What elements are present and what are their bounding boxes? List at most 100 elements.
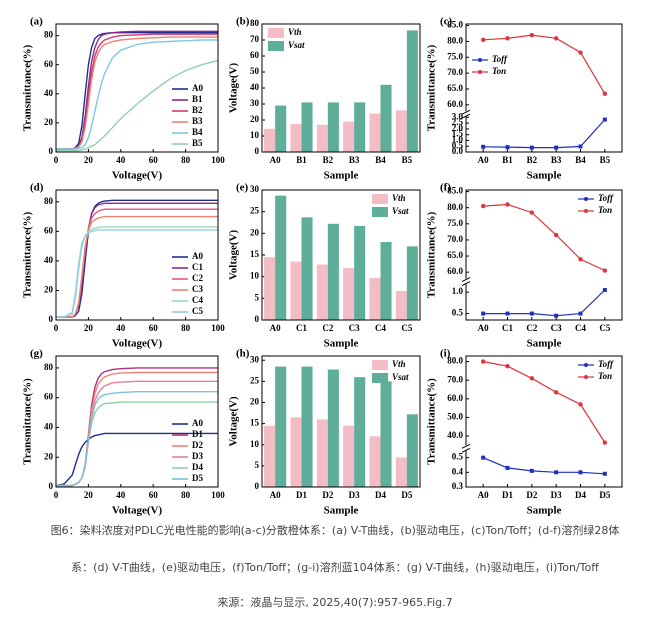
x-tick-label: A0 (270, 323, 281, 333)
y-tick-label: 15 (250, 249, 260, 259)
bar (354, 102, 366, 152)
series-line (483, 203, 606, 272)
caption-line: 来源：液晶与显示, 2025,40(7):957-965.Fig.7 (217, 595, 452, 609)
x-tick-label: D2 (526, 490, 537, 500)
x-tick-label: C3 (349, 323, 360, 333)
marker (553, 36, 559, 41)
x-tick-label: B3 (551, 155, 562, 165)
bar (264, 257, 276, 320)
y-tick-label: 2.5 (452, 117, 464, 127)
bar (354, 225, 366, 320)
legend-marker (584, 363, 588, 367)
legend-swatch (372, 360, 388, 370)
y-tick-label: 0 (49, 146, 54, 156)
marker (505, 465, 510, 470)
y-axis-title: Transmittance(%) (22, 378, 34, 465)
marker (553, 232, 559, 238)
y-tick-label: 10 (250, 130, 260, 140)
y-tick-label: 30 (250, 98, 260, 108)
marker (529, 376, 535, 381)
axis-break-mark (461, 109, 471, 119)
y-tick-label: 60.0 (447, 393, 463, 403)
bar (316, 264, 328, 320)
bar (406, 30, 418, 152)
y-axis-title: Transmittance(%) (426, 44, 438, 131)
x-tick-label: D3 (551, 490, 562, 500)
marker (529, 145, 534, 150)
marker (554, 470, 559, 475)
y-tick-label: 80.0 (447, 356, 463, 366)
y-tick-label: 60 (44, 392, 54, 402)
y-tick-label: 80 (250, 18, 260, 28)
y-tick-label: 80 (44, 196, 54, 206)
y-tick-label: 50 (250, 66, 260, 76)
y-tick-label: 70.0 (447, 234, 463, 244)
bar (316, 419, 328, 487)
x-tick-label: C2 (322, 323, 333, 333)
axis-break (463, 278, 469, 284)
y-axis-title: Transmittance(%) (22, 211, 34, 298)
x-tick-label: B2 (527, 155, 538, 165)
marker (529, 32, 535, 38)
x-tick-label: C5 (599, 323, 610, 333)
y-tick-label: 2.0 (452, 123, 464, 133)
y-tick-label: 0.4 (452, 466, 464, 476)
y-tick-label: 70.0 (447, 67, 463, 77)
legend-label: C3 (192, 284, 203, 294)
bar (301, 102, 313, 152)
marker (481, 311, 486, 316)
legend-marker (584, 197, 588, 201)
x-tick-label: 80 (181, 323, 191, 333)
y-tick-label: 60 (44, 59, 54, 69)
marker (505, 145, 510, 150)
x-axis-title: Voltage(V) (112, 338, 163, 350)
y-axis-title: Voltage(V) (228, 63, 240, 114)
x-tick-label: 0 (54, 323, 59, 333)
y-tick-label: 25 (250, 206, 260, 216)
bar (327, 223, 339, 320)
y-tick-label: 0.5 (452, 140, 464, 150)
marker (554, 313, 559, 318)
marker (578, 144, 583, 149)
x-tick-label: B1 (502, 155, 513, 165)
legend-label: Vsat (288, 40, 305, 50)
series-line (482, 457, 605, 475)
x-tick-label: C5 (401, 323, 412, 333)
legend-label: D5 (192, 473, 203, 483)
series-line (55, 432, 218, 487)
legend-label: D4 (192, 462, 203, 472)
y-tick-label: 5 (255, 460, 260, 470)
y-tick-label: 1.0 (452, 286, 464, 296)
y-tick-label: 0 (255, 481, 260, 491)
y-axis-title: Voltage(V) (228, 396, 240, 447)
legend-label: Vsat (392, 206, 409, 216)
bar (290, 124, 302, 152)
legend-marker (478, 70, 482, 74)
marker (529, 468, 534, 473)
x-tick-label: B5 (600, 155, 611, 165)
plot-frame (55, 23, 219, 153)
y-tick-label: 20 (44, 117, 54, 127)
y-tick-label: 30 (250, 184, 260, 194)
y-tick-label: 20 (250, 227, 260, 237)
x-tick-label: 40 (116, 323, 126, 333)
x-tick-label: 60 (149, 490, 159, 500)
y-tick-label: 85.0 (447, 186, 463, 196)
axis-break-mark (461, 443, 471, 453)
y-tick-label: 60.0 (447, 99, 463, 109)
x-tick-label: A0 (270, 155, 281, 165)
legend-label: D1 (192, 429, 203, 439)
x-tick-label: A0 (478, 490, 489, 500)
x-axis-title: Sample (527, 505, 562, 517)
x-tick-label: B4 (375, 155, 386, 165)
caption-line: 系：(d) V-T曲线，(e)驱动电压，(f)Ton/Toff；(g-i)溶剂蓝… (71, 560, 599, 574)
y-tick-label: 80 (44, 30, 54, 40)
bar (264, 128, 276, 152)
x-tick-label: D5 (599, 490, 610, 500)
series-line (56, 199, 218, 318)
axis-break (463, 111, 469, 117)
axis-break (463, 445, 469, 451)
y-tick-label: 5 (255, 292, 260, 302)
y-axis-title: Transmittance(%) (426, 211, 438, 298)
